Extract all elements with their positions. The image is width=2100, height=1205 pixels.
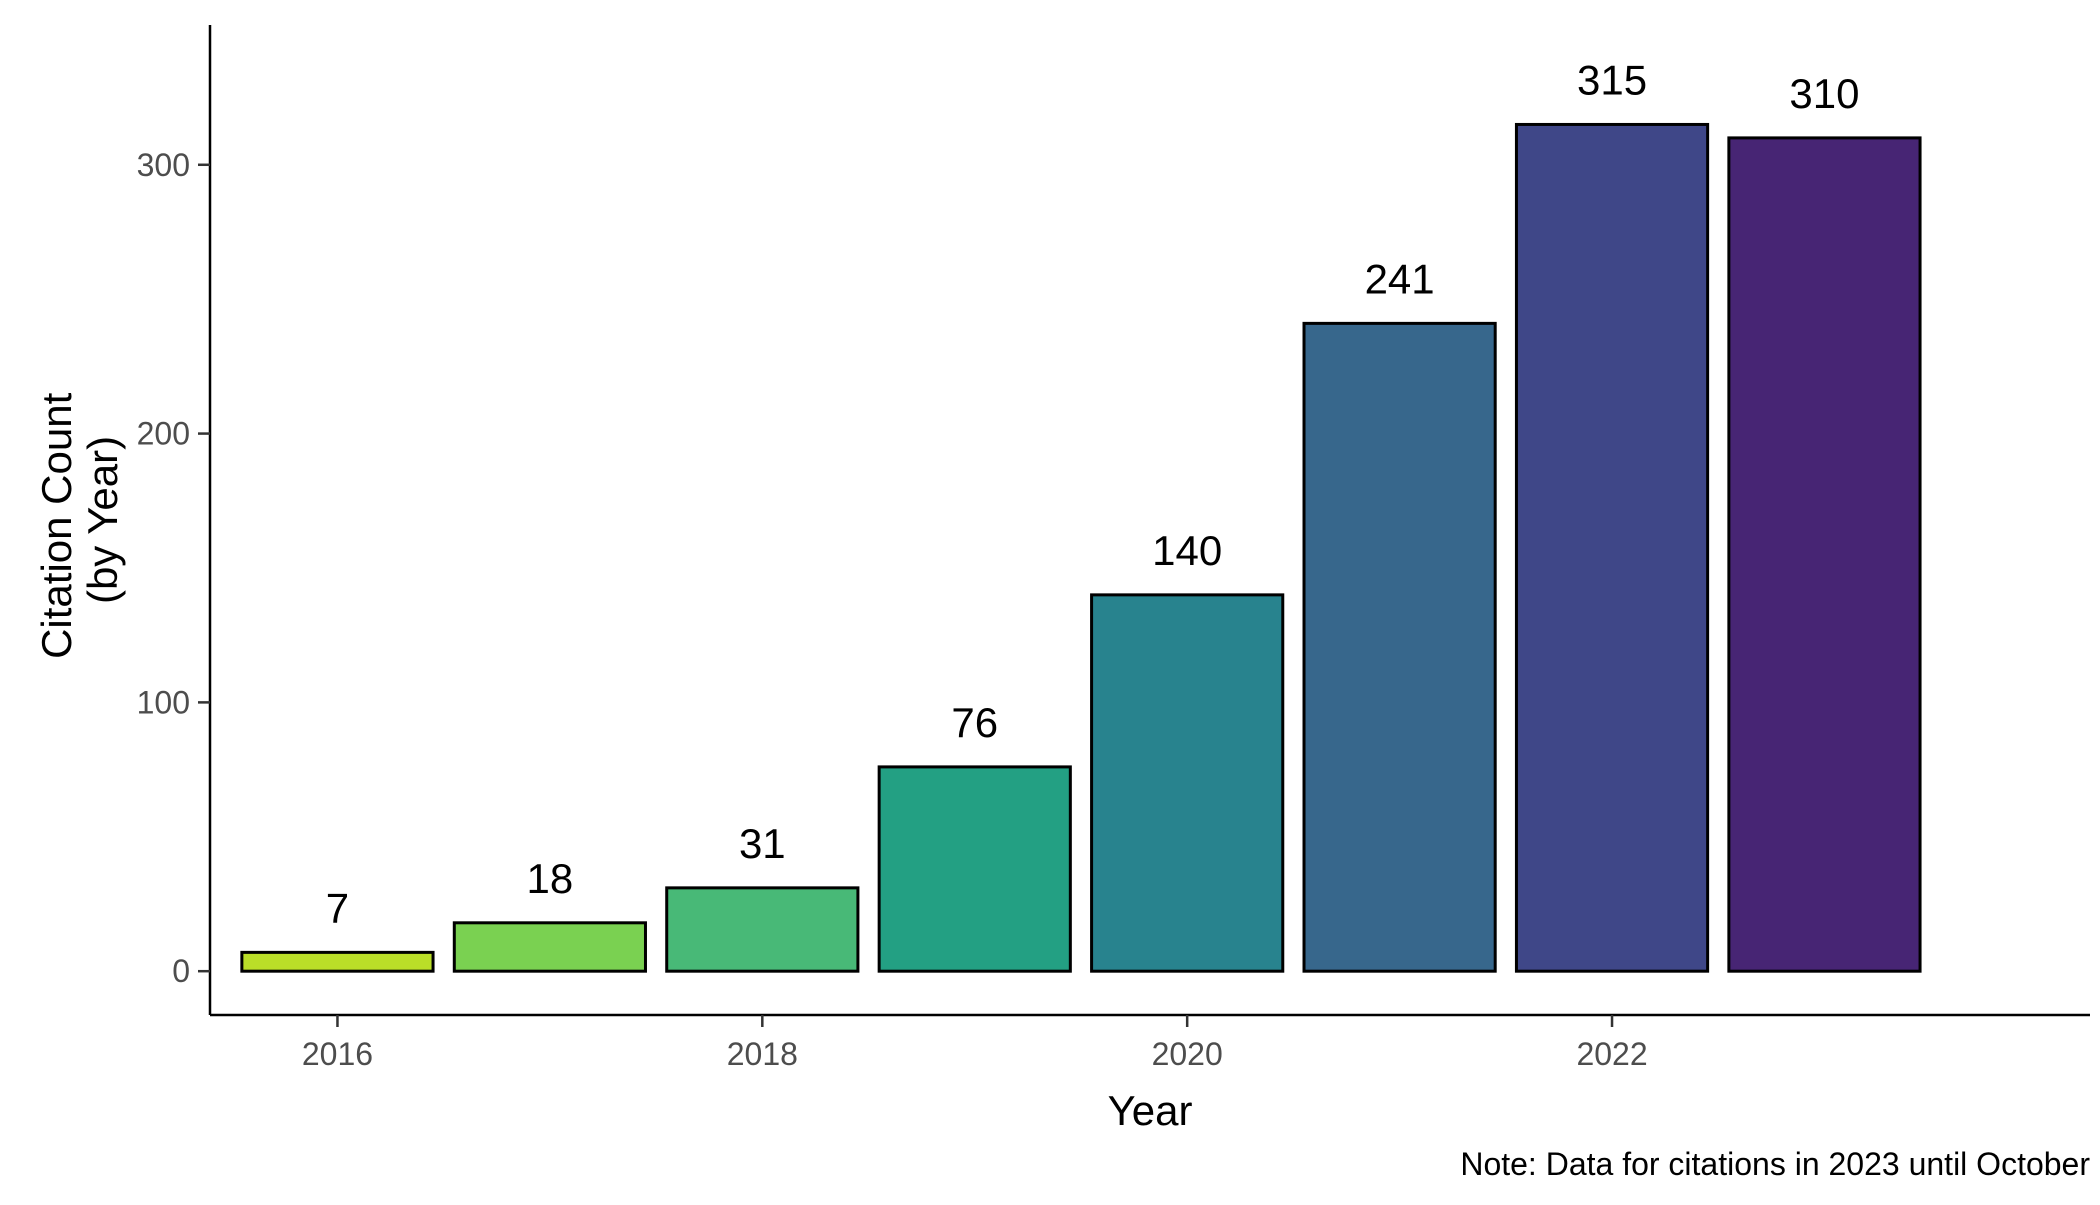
y-ticks-layer: 0 100 200 300 — [137, 147, 210, 989]
axes-layer — [208, 25, 2090, 1017]
data-label-2017: 18 — [527, 855, 574, 902]
x-tick-label-2020: 2020 — [1152, 1036, 1223, 1072]
bars-layer — [240, 122, 1922, 973]
x-ticks-layer: 2016 2018 2020 2022 — [302, 1015, 1648, 1072]
data-label-2022: 315 — [1577, 56, 1647, 103]
y-tick-label-300: 300 — [137, 147, 190, 183]
y-axis-title-line-1: Citation Count — [33, 392, 80, 658]
y-axis-title: Citation Count (by Year) — [33, 381, 126, 659]
bar-2016 — [240, 950, 435, 973]
x-tick-label-2016: 2016 — [302, 1036, 373, 1072]
data-label-2023: 310 — [1789, 70, 1859, 117]
bar-2021 — [1302, 321, 1497, 973]
y-tick-label-200: 200 — [137, 416, 190, 452]
data-label-2016: 7 — [326, 884, 349, 931]
bar-2023 — [1727, 136, 1922, 973]
bar-2020 — [1090, 593, 1285, 973]
bar-2017 — [452, 921, 647, 973]
y-tick-label-0: 0 — [172, 953, 190, 989]
data-label-2021: 241 — [1365, 255, 1435, 302]
y-tick-label-100: 100 — [137, 684, 190, 720]
x-axis-title: Year — [1108, 1087, 1193, 1134]
data-label-2019: 76 — [951, 699, 998, 746]
data-label-2018: 31 — [739, 820, 786, 867]
x-tick-label-2018: 2018 — [727, 1036, 798, 1072]
bar-2022 — [1514, 122, 1710, 973]
bar-2019 — [877, 765, 1072, 973]
chart-note: Note: Data for citations in 2023 until O… — [1460, 1146, 2090, 1182]
x-tick-label-2022: 2022 — [1576, 1036, 1647, 1072]
data-label-2020: 140 — [1152, 527, 1222, 574]
data-labels-layer: 7 18 31 76 140 241 315 310 — [326, 56, 1860, 931]
y-axis-title-line-2: (by Year) — [79, 436, 126, 604]
bar-2018 — [665, 886, 860, 973]
